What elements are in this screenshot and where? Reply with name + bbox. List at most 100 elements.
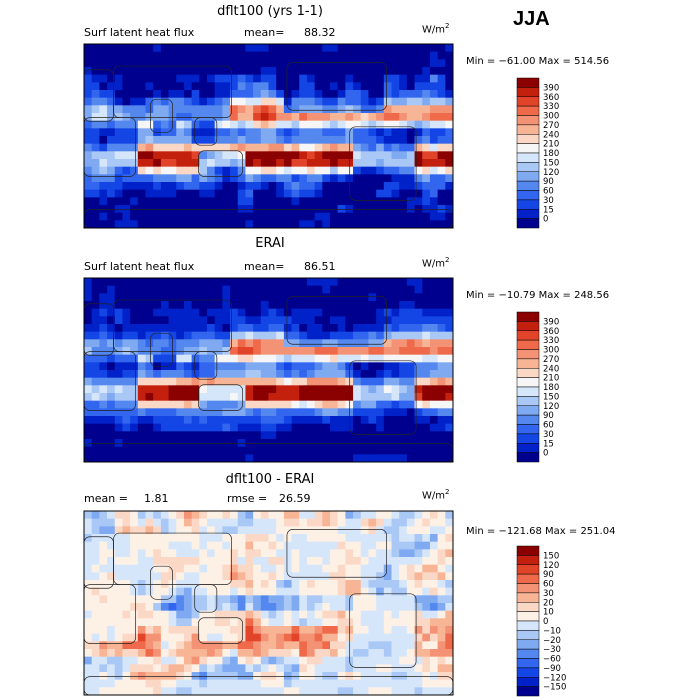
map-cell <box>99 511 108 520</box>
map-cell <box>330 664 339 673</box>
map-cell <box>84 393 93 402</box>
map-cell <box>237 285 246 294</box>
map-cell <box>276 285 285 294</box>
map-cell <box>322 44 331 53</box>
map-cell <box>130 572 139 581</box>
map-cell <box>245 331 254 340</box>
map-cell <box>91 511 100 520</box>
map-cell <box>191 44 200 53</box>
map-cell <box>406 339 415 348</box>
map-cell <box>137 400 146 409</box>
map-cell <box>353 151 362 160</box>
map-cell <box>160 564 169 573</box>
map-cell <box>137 541 146 550</box>
map-cell <box>414 400 423 409</box>
map-cell <box>230 285 239 294</box>
map-cell <box>99 672 108 681</box>
colorbar-swatch <box>516 368 540 378</box>
map-cell <box>130 97 139 106</box>
map-cell <box>145 51 154 60</box>
map-cell <box>330 400 339 409</box>
map-cell <box>283 564 292 573</box>
map-cell <box>245 679 254 688</box>
map-cell <box>437 416 446 425</box>
map-cell <box>314 393 323 402</box>
map-cell <box>153 370 162 379</box>
map-cell <box>429 385 439 394</box>
map-cell <box>406 90 415 99</box>
map-cell <box>268 656 277 665</box>
map-cell <box>437 105 446 114</box>
map-cell <box>414 511 423 520</box>
map-cell <box>230 90 239 99</box>
map-cell <box>122 293 131 302</box>
map-cell <box>183 82 193 91</box>
map-cell <box>391 610 400 619</box>
map-cell <box>207 454 216 463</box>
map-cell <box>191 649 200 658</box>
map-cell <box>207 205 216 214</box>
map-cell <box>160 541 169 550</box>
map-cell <box>299 90 308 99</box>
map-cell <box>437 423 446 432</box>
map-cell <box>214 316 223 325</box>
map-cell <box>276 664 285 673</box>
map-cell <box>107 74 116 83</box>
map-cell <box>130 393 139 402</box>
map-cell <box>122 354 131 363</box>
map-cell <box>230 595 239 604</box>
map-cell <box>337 212 346 221</box>
map-cell <box>268 633 277 642</box>
map-cell <box>445 649 454 658</box>
map-cell <box>406 618 415 627</box>
map-cell <box>422 220 431 229</box>
map-cell <box>99 518 108 527</box>
map-cell <box>414 159 423 168</box>
map-cell <box>107 416 116 425</box>
map-cell <box>168 212 177 221</box>
map-cell <box>283 431 292 440</box>
map-cell <box>245 128 254 137</box>
map-cell <box>268 293 277 302</box>
map-cell <box>207 331 216 340</box>
map-cell <box>199 197 208 206</box>
map-cell <box>176 113 185 122</box>
map-cell <box>191 205 200 214</box>
map-cell <box>260 626 269 635</box>
map-cell <box>291 633 300 642</box>
map-cell <box>137 189 146 198</box>
map-cell <box>145 278 154 287</box>
colorbar-tick-label: 30 <box>543 430 554 440</box>
map-cell <box>253 549 262 558</box>
map-cell <box>183 44 193 53</box>
map-cell <box>306 618 316 627</box>
map-cell <box>237 308 246 317</box>
map-cell <box>168 649 177 658</box>
map-cell <box>337 672 346 681</box>
map-cell <box>353 393 362 402</box>
map-cell <box>314 301 323 310</box>
map-cell <box>176 454 185 463</box>
map-cell <box>207 618 216 627</box>
map-cell <box>214 393 223 402</box>
map-cell <box>91 549 100 558</box>
map-cell <box>84 626 93 635</box>
map-cell <box>414 423 423 432</box>
map-cell <box>406 641 415 650</box>
map-cell <box>376 74 385 83</box>
map-cell <box>291 143 300 152</box>
map-cell <box>322 174 331 183</box>
map-cell <box>222 293 231 302</box>
map-cell <box>353 59 362 68</box>
map-cell <box>360 197 369 206</box>
map-cell <box>368 166 377 175</box>
map-cell <box>322 370 331 379</box>
map-cell <box>291 580 300 589</box>
map-cell <box>429 308 439 317</box>
map-cell <box>183 113 193 122</box>
map-cell <box>107 572 116 581</box>
map-cell <box>299 572 308 581</box>
map-cell <box>191 679 200 688</box>
map-cell <box>445 324 454 333</box>
map-cell <box>168 656 177 665</box>
